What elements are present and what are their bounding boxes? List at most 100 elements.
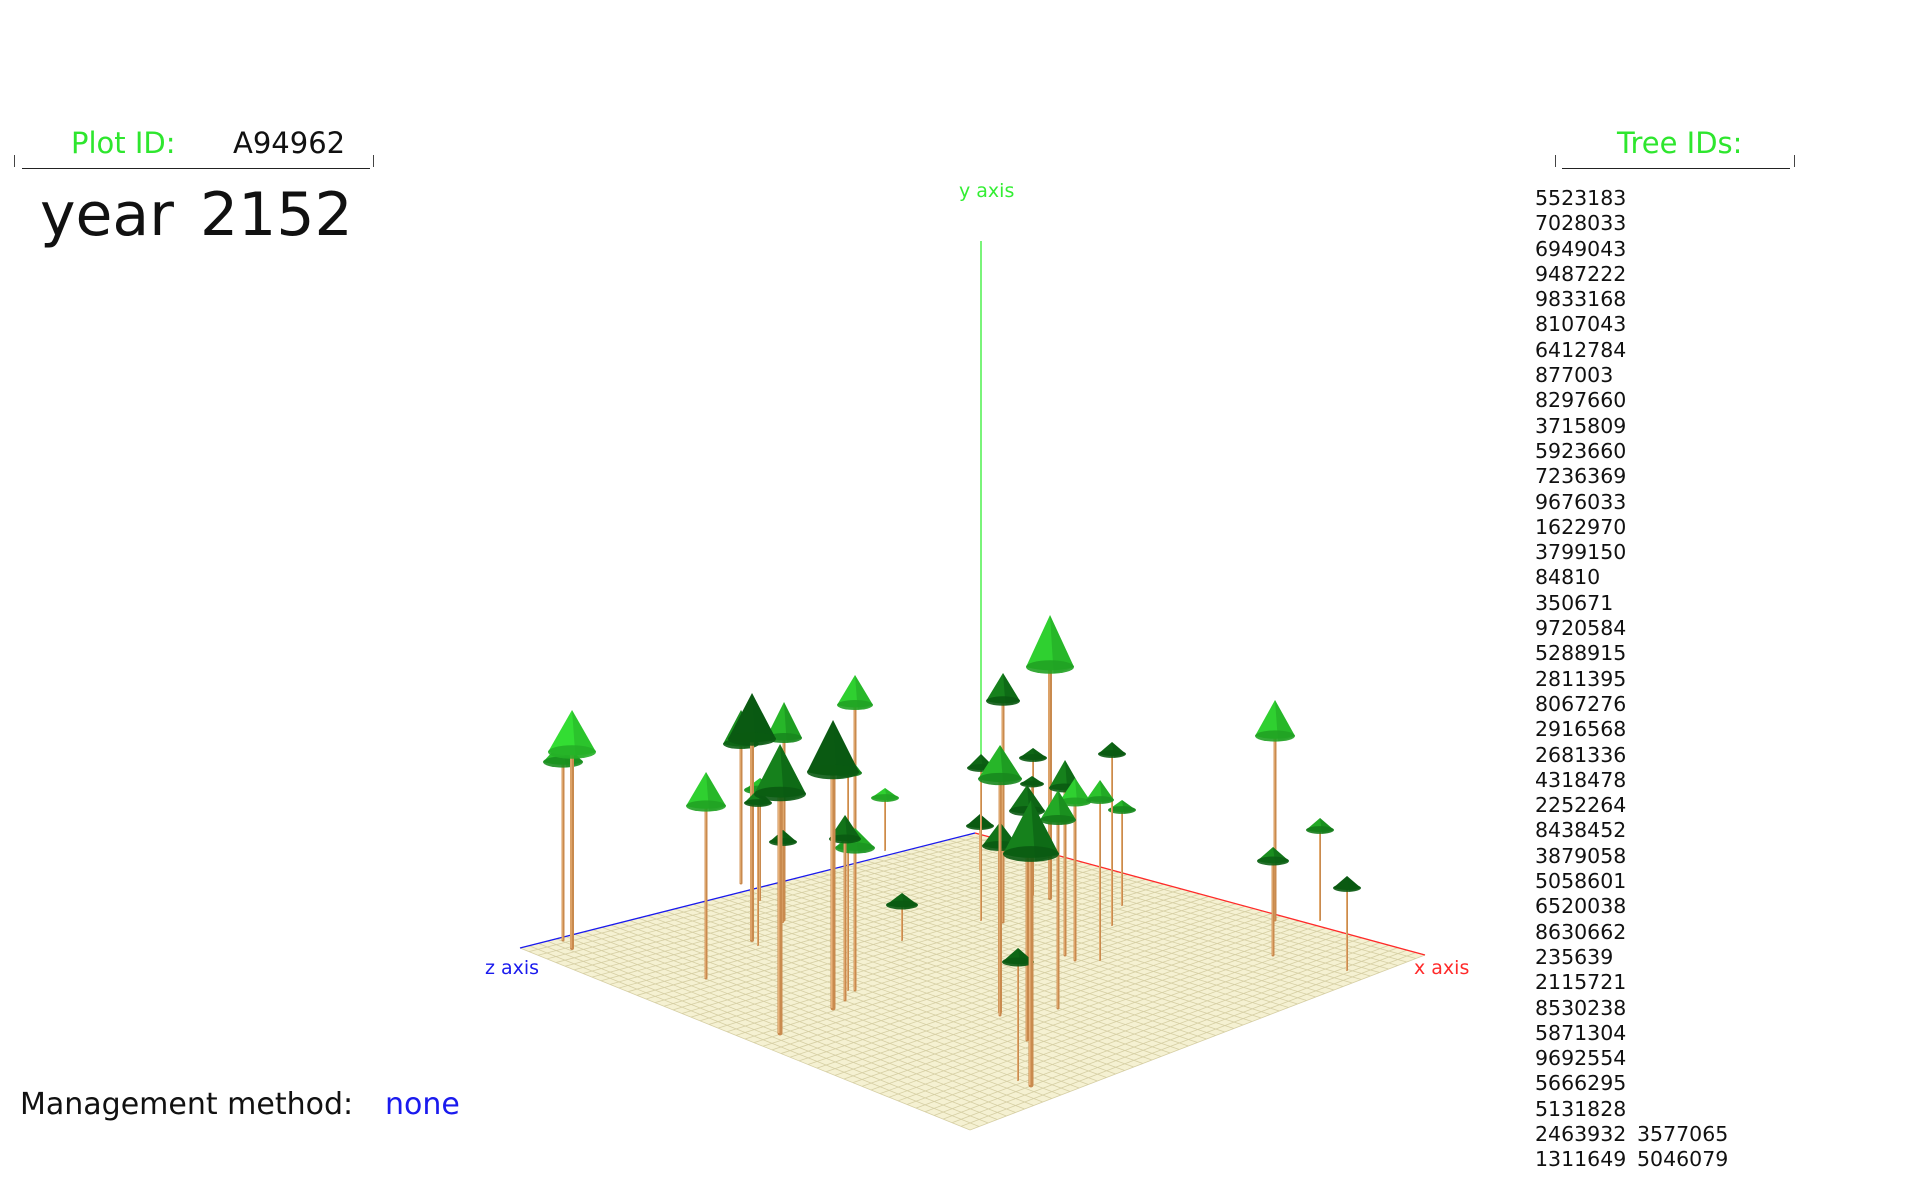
tree-id: 350671 [1535,590,1614,615]
tree-canopy-base [871,794,899,802]
z-axis-label: z axis [485,957,540,979]
tree-canopy-shade [784,702,802,743]
tree-id-row: 1311649 5046079 [1535,1147,1728,1172]
tree-canopy-base [728,732,776,746]
tree-id: 3715809 [1535,413,1627,438]
tree-id: 8630662 [1535,919,1627,944]
tree-canopy-base [1020,780,1044,788]
plot-id-label: Plot ID: [71,126,176,160]
tree [986,673,1020,924]
tree-id: 9833168 [1535,287,1627,312]
tree-canopy-base [835,842,875,854]
tree-id: 9720584 [1535,616,1627,641]
management-method-value: none [385,1087,460,1122]
tree-canopy-base [1333,884,1361,892]
tree-id: 5523183 [1535,186,1627,210]
tree [1086,780,1114,961]
trees [543,615,1361,1088]
tree-canopy-base [1257,856,1289,866]
tree-id: 2252264 [1535,793,1627,818]
grid-line [807,910,1264,1065]
grid-line [574,933,1025,1110]
tree-id-row: 8297660 [1535,388,1728,413]
grid-line [674,908,1125,1071]
tree-canopy-base [1255,730,1295,742]
grid-line [619,922,1071,1092]
tree-canopy-base [1026,660,1074,674]
grid-line [951,949,1408,1124]
tree-id-row: 8438452 [1535,818,1728,843]
tree-canopy-base [1040,814,1076,826]
grid-line [852,922,1309,1084]
tree-id: 5131828 [1535,1096,1627,1121]
tree-id: 6949043 [1535,236,1627,261]
tree-id: 8530238 [1535,995,1627,1020]
tree-canopy-base [978,772,1022,786]
tree-id-row: 9487222 [1535,262,1728,287]
grid-line [583,931,1034,1106]
tree-id: 2811395 [1535,666,1627,691]
year-label: year [40,180,174,250]
grid-line [888,932,1345,1098]
tree-id: 9692554 [1535,1046,1627,1071]
tree-canopy-base [1059,797,1091,807]
tree [1040,790,1076,1010]
tree-id: 5871304 [1535,1020,1627,1045]
tree-canopy-shade [1050,615,1074,674]
grid-line [519,947,971,1131]
tree [1108,800,1136,906]
tree-id-row: 5058601 [1535,869,1728,894]
tree-id-list: 5523183 7028033 6949043 9487222 9833168 81070… [1535,186,1728,1173]
tree-id: 3799150 [1535,540,1627,565]
grid-line [924,942,1381,1113]
tree-id-row: 3799150 [1535,540,1728,565]
tree [1003,800,1059,1088]
tree-id-row: 7236369 [1535,464,1728,489]
tree-id-row: 3879058 [1535,844,1728,869]
tree-canopy-base [744,799,772,807]
tree-id: 235639 [1535,944,1614,969]
tree-canopy-base [807,764,859,780]
tree-id: 1622970 [1535,514,1627,539]
tree-id: 3879058 [1535,843,1627,868]
tree-id: 8067276 [1535,691,1627,716]
tree-id: 5923660 [1535,438,1627,463]
tree-canopy-base [1108,806,1136,814]
grid-line [870,927,1327,1091]
tree [1306,818,1334,921]
tree-id-row: 9720584 [1535,616,1728,641]
tree-id-row: 6520038 [1535,894,1728,919]
tree-canopy-base [548,745,596,759]
grid-line [629,920,1080,1089]
grid-line [729,894,1180,1050]
tree-id-row: 5523183 [1535,186,1728,211]
grid-line [879,930,1336,1094]
tree-id-row: 350671 [1535,591,1728,616]
tree [1026,615,1074,900]
tree [1333,876,1361,971]
tree-id-row: 235639 [1535,945,1728,970]
tree-canopy-base [886,900,918,910]
grid-line [744,893,1201,1040]
tree-id: 5058601 [1535,869,1627,894]
tree-id-row: 5131828 [1535,1097,1728,1122]
tree-id: 7028033 [1535,211,1627,236]
tree-id: 9676033 [1535,489,1627,514]
grid-line [647,915,1098,1082]
tree-id-row: 2811395 [1535,667,1728,692]
year-value: 2152 [200,180,353,250]
grid-line [547,940,998,1120]
tree-canopy-shade [833,720,859,780]
grid-line [538,943,989,1124]
grid-line [565,936,1016,1113]
tree [807,720,859,1011]
grid-line [942,947,1399,1120]
grid-line [528,945,980,1127]
tree-id: 5288915 [1535,641,1627,666]
tree-id: 2463932 [1535,1121,1627,1146]
plot-id-rule-right-tick [373,155,374,167]
tree-id: 4318478 [1535,767,1627,792]
tree-id: 1311649 [1535,1147,1627,1172]
tree-id-row: 9692554 [1535,1046,1728,1071]
